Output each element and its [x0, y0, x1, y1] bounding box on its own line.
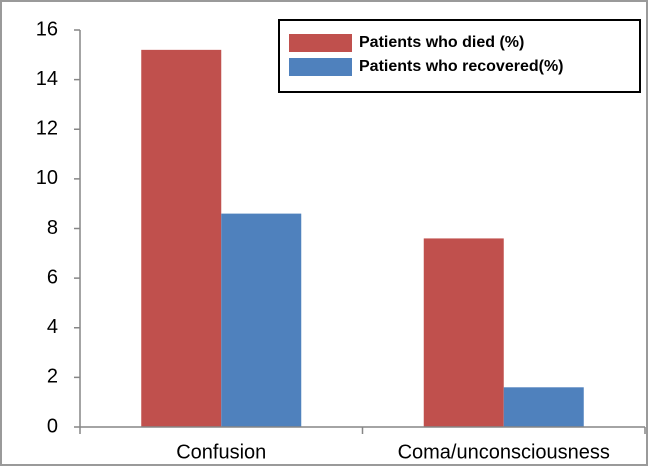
y-tick-label: 2 [47, 366, 58, 388]
x-tick-label: Coma/unconsciousness [398, 441, 610, 463]
legend-box [278, 19, 641, 93]
y-tick-label: 6 [47, 266, 58, 288]
legend-swatch [289, 34, 352, 52]
y-tick-label: 12 [36, 118, 58, 140]
legend-label: Patients who died (%) [359, 34, 524, 51]
bar [503, 387, 584, 427]
y-tick-label: 14 [36, 68, 58, 90]
bar [141, 49, 222, 427]
y-tick-label: 4 [47, 316, 58, 338]
bar [423, 238, 504, 427]
legend-swatch [289, 58, 352, 76]
legend-label: Patients who recovered(%) [359, 58, 564, 75]
y-tick-label: 10 [36, 167, 58, 189]
y-tick-label: 0 [47, 415, 58, 437]
bar [221, 213, 302, 427]
y-tick-label: 8 [47, 217, 58, 239]
x-tick-label: Confusion [176, 441, 266, 463]
y-tick-label: 16 [36, 18, 58, 40]
